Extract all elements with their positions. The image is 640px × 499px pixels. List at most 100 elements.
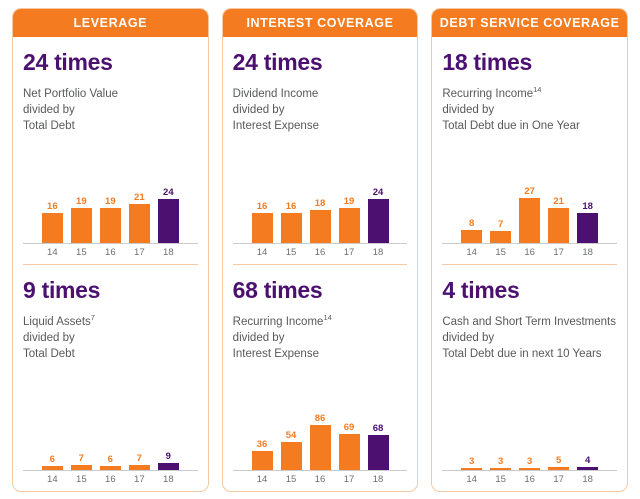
- axis-tick-label: 14: [47, 474, 58, 485]
- chart-bar-column: 69: [338, 407, 360, 470]
- chart-bar: [519, 468, 541, 470]
- metric-desc-operator: divided by: [442, 104, 495, 116]
- card-header-title: LEVERAGE: [13, 9, 208, 37]
- axis-tick-label: 17: [134, 246, 145, 258]
- metric-block: 24 times Dividend Income divided by Interes…: [232, 37, 408, 264]
- axis-tick-label: 18: [372, 246, 384, 258]
- axis-tick-label: 17: [343, 474, 355, 485]
- chart-plot-area: 36 54 86 69 68: [232, 407, 408, 471]
- chart-bar: [548, 467, 570, 470]
- chart-bar-column: 21: [128, 180, 150, 243]
- metric-desc-numerator: Dividend Income: [232, 88, 319, 100]
- bar-value-label: 16: [256, 200, 268, 212]
- bar-value-label: 54: [285, 430, 297, 441]
- metric-desc-operator: divided by: [442, 331, 495, 344]
- chart-bar: [577, 467, 599, 470]
- chart-bar: [99, 466, 121, 470]
- chart-x-axis: 14 15 16 17 18: [233, 247, 408, 258]
- chart-bar: [577, 212, 599, 243]
- chart-bar-column: 19: [99, 180, 121, 243]
- bar-value-label: 3: [527, 456, 533, 467]
- chart-bar: [461, 468, 483, 470]
- chart-x-axis: 14 15 16 17 18: [233, 474, 408, 485]
- chart-bar: [338, 434, 360, 470]
- chart-bar-column: 3: [490, 437, 512, 470]
- axis-tick-label: 15: [76, 474, 87, 485]
- bar-value-label: 7: [136, 453, 142, 464]
- metric-desc-numerator: Cash and Short Term Investments: [442, 315, 616, 328]
- metric-value: 68 times: [232, 276, 323, 303]
- axis-tick-label: 15: [495, 474, 506, 485]
- metric-desc-denominator: Interest Expense: [232, 347, 319, 360]
- chart-bar: [309, 425, 331, 470]
- metric-desc-denominator: Total Debt: [23, 120, 75, 132]
- chart-x-axis: 14 15 16 17 18: [23, 474, 198, 485]
- chart-bar-column: 6: [41, 437, 63, 470]
- chart-bar-column: 5: [548, 437, 570, 470]
- metric-card: DEBT SERVICE COVERAGE 18 times Recurring I…: [431, 8, 629, 492]
- metric-desc-numerator: Net Portfolio Value: [23, 88, 119, 100]
- chart-bar-column: 3: [519, 437, 541, 470]
- metric-value: 9 times: [23, 276, 101, 303]
- axis-tick-label: 17: [553, 246, 564, 258]
- bar-chart: 36 54 86 69 68 14 15 16 17 18: [232, 407, 408, 491]
- chart-bar-column: 7: [128, 437, 150, 470]
- axis-tick-label: 16: [314, 474, 326, 485]
- chart-plot-area: 6 7 6 7 9: [23, 437, 198, 471]
- bar-chart: 16 19 19 21 24 14 15 16 17 18: [23, 180, 198, 264]
- chart-bar-column: 68: [367, 407, 389, 470]
- chart-bar-column: 16: [280, 180, 302, 243]
- chart-bar-column: 21: [548, 180, 570, 243]
- chart-bar-column: 7: [490, 180, 512, 243]
- bar-chart: 3 3 3 5 4 14 15 16 17 18: [442, 437, 618, 491]
- chart-bar-column: 36: [251, 407, 273, 470]
- axis-tick-label: 18: [372, 474, 384, 485]
- axis-tick-label: 14: [256, 246, 268, 258]
- bar-chart: 16 16 18 19 24 14 15 16 17 18: [232, 180, 408, 264]
- axis-tick-label: 16: [105, 246, 116, 258]
- chart-bar: [490, 468, 512, 470]
- bar-value-label: 21: [134, 191, 145, 203]
- card-body: 24 times Dividend Income divided by Interes…: [223, 37, 418, 491]
- bar-value-label: 4: [585, 455, 591, 466]
- chart-bar: [280, 212, 302, 243]
- metric-block: 18 times Recurring Income14 divided by Tota…: [442, 37, 618, 264]
- chart-bar: [280, 442, 302, 470]
- bar-value-label: 16: [47, 200, 58, 212]
- chart-bar: [99, 207, 121, 243]
- chart-bar-column: 16: [41, 180, 63, 243]
- chart-bar-column: 4: [577, 437, 599, 470]
- bar-value-label: 27: [524, 185, 535, 197]
- metric-desc-numerator: Liquid Assets: [23, 315, 91, 328]
- chart-plot-area: 8 7 27 21 18: [442, 180, 618, 244]
- chart-bar: [548, 207, 570, 243]
- chart-bar: [157, 463, 179, 470]
- chart-bar: [519, 197, 541, 243]
- chart-bar: [461, 229, 483, 243]
- footnote-marker: 14: [533, 85, 542, 95]
- metric-desc-numerator: Recurring Income: [442, 88, 534, 100]
- bar-value-label: 21: [553, 195, 564, 207]
- metric-desc-operator: divided by: [232, 104, 285, 116]
- footnote-marker: 14: [323, 312, 332, 322]
- chart-bar-column: 8: [461, 180, 483, 243]
- bar-value-label: 18: [314, 197, 326, 209]
- metric-desc-denominator: Total Debt due in One Year: [442, 120, 580, 132]
- bar-value-label: 69: [343, 422, 355, 433]
- chart-bar: [128, 203, 150, 243]
- bar-value-label: 68: [372, 423, 384, 434]
- metric-desc-operator: divided by: [23, 331, 75, 344]
- axis-tick-label: 14: [466, 246, 477, 258]
- metric-description: Liquid Assets7 divided by Total Debt: [23, 313, 198, 362]
- card-header-title: INTEREST COVERAGE: [222, 9, 418, 37]
- chart-bar: [251, 212, 273, 243]
- metric-description: Cash and Short Term Investments divided b…: [442, 314, 617, 362]
- bar-value-label: 8: [469, 217, 475, 229]
- chart-bar: [70, 465, 92, 470]
- bar-value-label: 3: [469, 456, 475, 467]
- chart-bar: [41, 212, 63, 243]
- chart-bar-column: 6: [99, 437, 121, 470]
- bar-value-label: 16: [285, 200, 297, 212]
- metric-description: Recurring Income14 divided by Total Debt d…: [442, 86, 617, 134]
- axis-tick-label: 18: [582, 474, 593, 485]
